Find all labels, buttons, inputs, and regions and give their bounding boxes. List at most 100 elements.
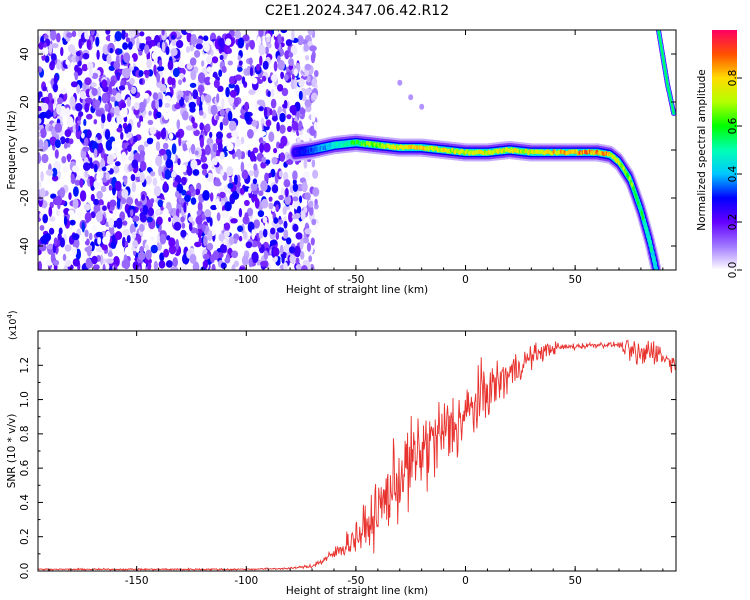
noise-speck — [222, 116, 229, 126]
noise-speck — [160, 128, 167, 140]
noise-speck — [43, 140, 49, 151]
noise-speck — [248, 187, 252, 194]
noise-speck — [104, 103, 109, 112]
noise-speck — [288, 211, 293, 223]
noise-speck — [199, 86, 203, 98]
noise-speck — [219, 54, 224, 61]
noise-speck — [170, 266, 178, 270]
noise-speck — [111, 141, 116, 150]
noise-speck — [78, 38, 83, 49]
figure-title: C2E1.2024.347.06.42.R12 — [265, 3, 449, 19]
noise-speck — [307, 30, 314, 36]
noise-speck — [309, 45, 317, 52]
noise-speck — [263, 106, 268, 118]
noise-speck — [38, 41, 44, 50]
noise-speck — [288, 52, 294, 58]
spectrogram-panel: -150 -100 -50 0 50 -40 -20 0 20 40 Height of stra… — [6, 29, 677, 296]
noise-speck — [286, 237, 292, 245]
noise-speck — [56, 103, 62, 115]
noise-speck — [231, 130, 239, 138]
noise-speck — [190, 159, 198, 170]
ridge-point — [653, 261, 657, 268]
noise-speck — [239, 187, 245, 195]
noise-speck — [249, 66, 254, 77]
noise-speck — [196, 210, 202, 216]
noise-speck — [171, 34, 176, 40]
noise-speck — [259, 131, 267, 137]
noise-speck — [181, 110, 189, 121]
noise-speck — [114, 105, 120, 116]
noise-speck — [96, 86, 101, 98]
noise-speck — [199, 137, 204, 149]
noise-speck — [84, 229, 89, 238]
noise-speck — [251, 251, 259, 263]
ridge-point — [640, 210, 643, 216]
noise-speck — [122, 220, 128, 226]
noise-speck — [96, 211, 103, 223]
noise-speck — [202, 190, 210, 201]
noise-speck — [221, 210, 229, 219]
noise-speck — [283, 99, 288, 109]
noise-speck — [38, 181, 42, 189]
noise-speck — [263, 250, 269, 260]
noise-speck — [84, 102, 90, 113]
noise-speck — [96, 190, 103, 200]
noise-speck — [279, 124, 286, 134]
noise-speck — [192, 261, 200, 270]
noise-speck — [48, 43, 53, 54]
noise-speck — [244, 101, 249, 113]
noise-speck — [195, 43, 203, 50]
noise-speck — [139, 171, 145, 183]
noise-speck — [127, 41, 133, 50]
ridge-point — [650, 246, 653, 253]
noise-speck — [270, 98, 277, 109]
noise-speck — [261, 198, 269, 209]
noise-speck — [156, 72, 161, 83]
noise-speck — [79, 178, 84, 188]
noise-speck — [72, 246, 77, 257]
noise-speck — [39, 111, 48, 119]
noise-speck — [298, 120, 303, 131]
noise-speck — [126, 197, 134, 206]
noise-speck — [102, 263, 106, 270]
noise-speck — [219, 108, 225, 117]
signal-ridge — [289, 133, 662, 270]
noise-speck — [314, 70, 319, 78]
noise-speck — [290, 45, 298, 56]
noise-speck — [109, 199, 117, 208]
noise-speck — [304, 99, 312, 108]
ridge-point — [638, 203, 641, 209]
streak-point — [419, 103, 425, 110]
noise-speck — [194, 150, 199, 156]
snr-multiplier: (x104) — [6, 310, 19, 340]
noise-speck — [219, 191, 226, 199]
noise-speck — [192, 169, 200, 176]
noise-speck — [49, 136, 57, 145]
noise-speck — [75, 102, 83, 112]
noise-speck — [93, 148, 98, 159]
noise-speck — [43, 232, 52, 242]
noise-speck — [244, 111, 251, 122]
noise-speck — [54, 139, 61, 149]
y-tick-label: 1.0 — [19, 391, 31, 408]
noise-speck — [249, 151, 256, 162]
noise-speck — [112, 165, 120, 174]
noise-speck — [240, 161, 245, 173]
noise-speck — [177, 158, 181, 166]
noise-speck — [185, 30, 194, 34]
noise-speck — [109, 79, 116, 87]
noise-speck — [171, 143, 177, 155]
noise-speck — [211, 263, 216, 270]
noise-speck — [312, 169, 319, 179]
noise-speck — [256, 99, 264, 106]
noise-speck — [100, 185, 107, 192]
noise-speck — [53, 237, 58, 247]
noise-speck — [285, 187, 289, 198]
snr-ylabel: SNR (10 * v/v) — [6, 414, 18, 489]
noise-speck — [291, 73, 295, 81]
noise-speck — [147, 207, 155, 217]
noise-speck — [197, 231, 202, 239]
noise-speck — [132, 240, 139, 248]
noise-speck — [120, 131, 124, 140]
noise-speck — [86, 113, 93, 120]
